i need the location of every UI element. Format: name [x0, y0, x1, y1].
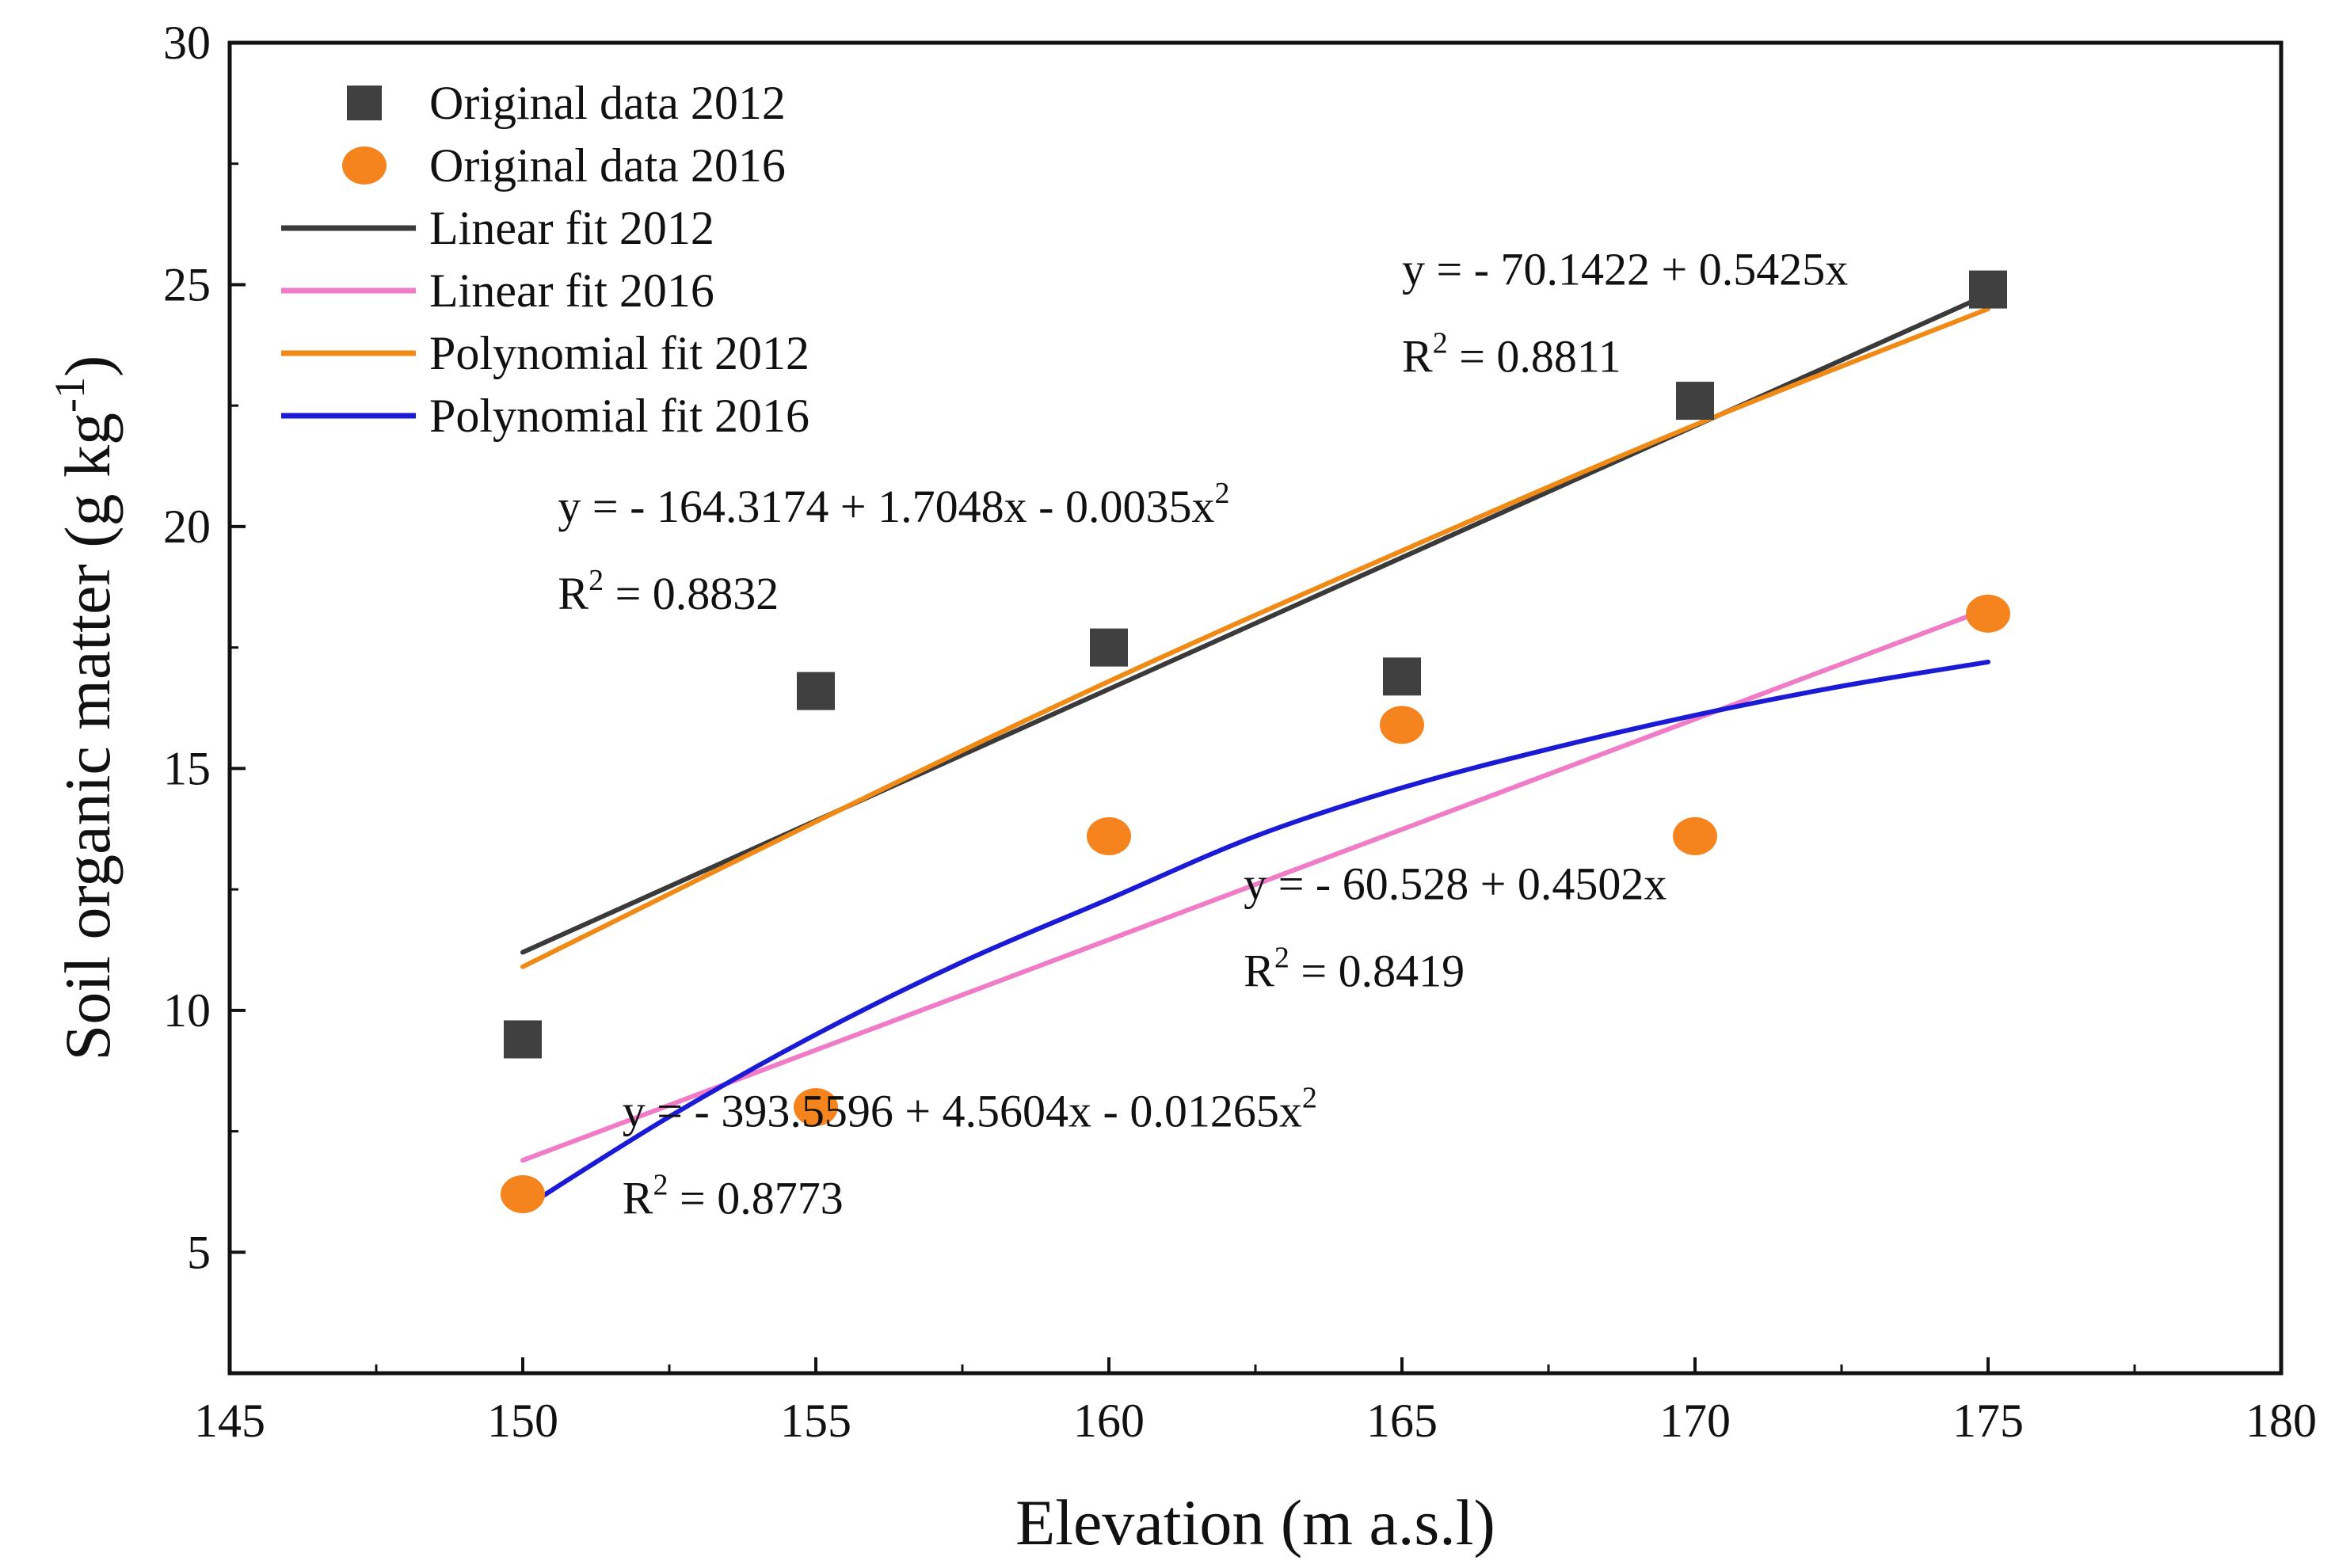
data-point-original-data-2016 [1966, 594, 2010, 633]
series-line-linear-fit-2016 [520, 606, 1990, 1163]
fit-equation-poly2016-r2: R2 = 0.8773 [623, 1168, 844, 1224]
data-point-original-data-2016 [501, 1174, 545, 1213]
data-point-original-data-2012 [1090, 628, 1128, 667]
legend-label: Linear fit 2012 [429, 202, 714, 254]
x-tick-label: 175 [1952, 1395, 2024, 1447]
x-axis: 145 150 155 160 165 170 175 180 [194, 1357, 2317, 1447]
data-point-original-data-2012 [797, 672, 835, 710]
legend-marker-original-data-2012 [347, 86, 382, 120]
data-point-original-data-2012 [1969, 270, 2007, 309]
y-axis: 5 10 15 20 25 30 [163, 17, 246, 1375]
fit-equations: y = - 70.1422 + 0.5425x R2 = 0.8811 y = - … [558, 243, 1848, 1224]
x-tick-label: 150 [487, 1395, 558, 1447]
y-tick-label: 20 [163, 500, 211, 553]
fit-equation-lin2016-r2: R2 = 0.8419 [1244, 941, 1465, 996]
data-point-original-data-2016 [1380, 706, 1424, 744]
fit-lines [520, 291, 1990, 1212]
fit-equation-poly2012-r2: R2 = 0.8832 [558, 564, 779, 619]
legend-label: Original data 2016 [429, 139, 786, 192]
fit-equation-lin2012-formula: y = - 70.1422 + 0.5425x [1402, 243, 1848, 295]
legend: Original data 2012 Original data 2016 Line… [281, 77, 809, 442]
fit-equation-poly2012-formula: y = - 164.3174 + 1.7048x - 0.0035x2 [558, 477, 1229, 532]
fit-equation-lin2016-formula: y = - 60.528 + 0.4502x [1244, 858, 1666, 909]
x-tick-label: 160 [1073, 1395, 1145, 1447]
data-point-original-data-2016 [794, 1088, 838, 1126]
data-point-original-data-2012 [1676, 382, 1714, 421]
legend-marker-original-data-2016 [342, 147, 387, 185]
y-tick-label: 25 [163, 258, 211, 310]
data-point-original-data-2016 [1087, 816, 1131, 855]
data-points [501, 270, 2010, 1213]
data-point-original-data-2012 [1383, 657, 1421, 696]
y-tick-label: 5 [187, 1226, 211, 1278]
data-point-original-data-2012 [504, 1020, 542, 1059]
legend-label: Linear fit 2016 [429, 265, 714, 317]
legend-label: Polynomial fit 2012 [429, 327, 809, 379]
fit-equation-poly2016-formula: y = - 393.5596 + 4.5604x - 0.01265x2 [623, 1081, 1317, 1136]
y-tick-label: 10 [163, 984, 211, 1037]
data-point-original-data-2016 [1673, 816, 1717, 855]
x-tick-label: 180 [2245, 1395, 2317, 1447]
legend-label: Original data 2012 [429, 77, 786, 129]
series-line-polynomial-fit-2016 [520, 659, 1990, 1212]
x-axis-title: Elevation (m a.s.l) [1015, 1486, 1495, 1558]
x-tick-label: 170 [1659, 1395, 1731, 1447]
y-axis-title: Soil organic matter (g kg-1) [46, 356, 124, 1061]
x-tick-label: 165 [1366, 1395, 1438, 1447]
y-tick-label: 15 [163, 742, 211, 794]
fit-equation-lin2012-r2: R2 = 0.8811 [1402, 326, 1621, 382]
x-tick-label: 145 [194, 1395, 265, 1447]
legend-label: Polynomial fit 2016 [429, 390, 809, 442]
y-tick-label: 30 [163, 17, 211, 69]
series-line-polynomial-fit-2012 [520, 306, 1990, 969]
x-tick-label: 155 [780, 1395, 851, 1447]
